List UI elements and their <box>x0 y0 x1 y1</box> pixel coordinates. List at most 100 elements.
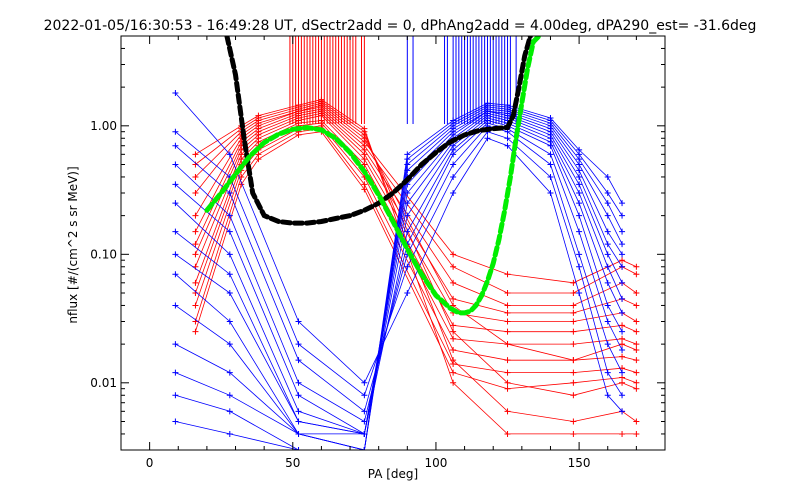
blue-point <box>604 318 611 325</box>
blue-series-line <box>175 92 623 412</box>
red-point <box>633 357 640 364</box>
red-point <box>570 318 577 325</box>
blue-point <box>547 190 554 197</box>
blue-point <box>172 200 179 207</box>
blue-point <box>619 251 626 258</box>
red-point <box>504 379 511 386</box>
blue-point <box>604 369 611 376</box>
red-point <box>619 341 626 348</box>
red-point <box>570 357 577 364</box>
red-point <box>633 347 640 354</box>
blue-point <box>295 430 302 437</box>
red-point <box>450 335 457 342</box>
x-tick-label: 150 <box>568 456 591 470</box>
blue-point <box>226 408 233 415</box>
red-point <box>570 369 577 376</box>
red-point <box>450 328 457 335</box>
red-point <box>361 161 368 168</box>
blue-point <box>172 302 179 309</box>
blue-point <box>295 357 302 364</box>
red-point <box>570 289 577 296</box>
red-point <box>570 302 577 309</box>
red-point <box>619 353 626 360</box>
red-point <box>633 289 640 296</box>
blue-point <box>576 181 583 188</box>
blue-point <box>619 228 626 235</box>
blue-point <box>604 263 611 270</box>
blue-point <box>226 341 233 348</box>
red-point <box>192 173 199 180</box>
red-point <box>192 251 199 258</box>
y-tick-label: 0.10 <box>90 247 117 261</box>
blue-point <box>295 447 302 450</box>
blue-point <box>619 295 626 302</box>
blue-point <box>172 228 179 235</box>
blue-point <box>619 200 626 207</box>
blue-point <box>404 151 411 158</box>
x-tick-label: 50 <box>285 456 300 470</box>
red-point <box>619 379 626 386</box>
blue-point <box>619 279 626 286</box>
blue-series-line <box>175 106 623 450</box>
blue-series-line <box>175 125 623 412</box>
blue-point <box>576 228 583 235</box>
y-axis-label: nflux [#/(cm^2 s sr MeV)] <box>66 166 80 323</box>
red-point <box>318 96 325 103</box>
red-point <box>633 302 640 309</box>
red-point <box>633 328 640 335</box>
red-point <box>504 302 511 309</box>
green-fit-curve <box>204 36 542 316</box>
red-point <box>633 379 640 386</box>
red-point <box>450 279 457 286</box>
blue-point <box>604 228 611 235</box>
blue-point <box>404 289 411 296</box>
blue-point <box>226 151 233 158</box>
red-point <box>570 430 577 437</box>
blue-point <box>619 369 626 376</box>
blue-point <box>226 271 233 278</box>
blue-point <box>226 430 233 437</box>
blue-point <box>576 173 583 180</box>
blue-point <box>619 309 626 316</box>
red-point <box>619 257 626 264</box>
blue-point <box>295 392 302 399</box>
blue-point <box>576 263 583 270</box>
red-point <box>633 385 640 392</box>
blue-point <box>361 447 368 450</box>
blue-point <box>295 318 302 325</box>
red-point <box>361 186 368 193</box>
blue-series-line <box>175 110 623 435</box>
red-point <box>633 263 640 270</box>
red-point <box>255 112 262 119</box>
blue-point <box>226 228 233 235</box>
red-point <box>504 430 511 437</box>
blue-point <box>619 408 626 415</box>
blue-point <box>604 212 611 219</box>
red-point <box>504 408 511 415</box>
red-point <box>192 151 199 158</box>
blue-point <box>576 251 583 258</box>
blue-point <box>604 200 611 207</box>
blue-point <box>604 251 611 258</box>
blue-point <box>295 418 302 425</box>
blue-point <box>226 212 233 219</box>
blue-point <box>172 251 179 258</box>
blue-point <box>172 142 179 149</box>
blue-point <box>619 263 626 270</box>
red-point <box>450 322 457 329</box>
blue-series-line <box>175 131 623 396</box>
blue-point <box>576 289 583 296</box>
red-series-line <box>195 125 637 361</box>
blue-series-line <box>175 110 623 450</box>
blue-point <box>547 161 554 168</box>
blue-point <box>576 161 583 168</box>
red-point <box>570 418 577 425</box>
blue-point <box>172 128 179 135</box>
x-tick-label: 100 <box>424 456 447 470</box>
red-point <box>633 418 640 425</box>
y-tick-label: 0.01 <box>90 376 117 390</box>
blue-point <box>619 212 626 219</box>
red-point <box>504 385 511 392</box>
red-point <box>192 190 199 197</box>
